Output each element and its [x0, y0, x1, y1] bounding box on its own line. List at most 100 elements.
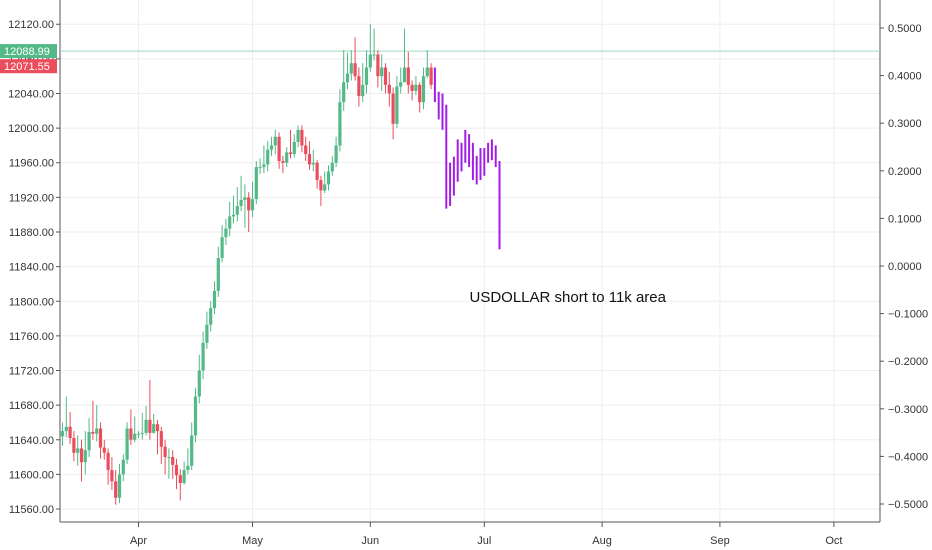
- left-tick-label: 11800.00: [9, 296, 54, 308]
- left-tick-label: 11720.00: [9, 366, 54, 378]
- candle-down: [178, 475, 182, 484]
- price-tag-box: [0, 44, 57, 59]
- candle-up: [399, 82, 403, 87]
- x-tick-label: Aug: [592, 535, 612, 547]
- candle-up: [296, 129, 300, 142]
- right-tick-label: 0.1000: [888, 213, 922, 225]
- left-tick-label: 11920.00: [9, 192, 54, 204]
- candle-up: [197, 370, 201, 397]
- left-tick-label: 11760.00: [9, 331, 54, 343]
- candle-up: [125, 428, 129, 460]
- left-tick-label: 11960.00: [9, 158, 54, 170]
- left-tick-label: 11560.00: [9, 504, 54, 516]
- candle-down: [307, 154, 312, 165]
- left-tick-label: 11600.00: [9, 469, 54, 481]
- candle-down: [72, 438, 76, 453]
- left-tick-label: 12000.00: [8, 123, 54, 135]
- candle-up: [83, 450, 87, 463]
- candle-up: [212, 290, 217, 309]
- candle-up: [372, 54, 376, 56]
- candle-down: [171, 457, 175, 465]
- candle-up: [342, 82, 346, 103]
- candle-up: [205, 324, 209, 343]
- x-tick-label: Jul: [477, 535, 491, 547]
- candle-up: [95, 428, 99, 434]
- candle-down: [106, 452, 110, 471]
- candle-down: [281, 161, 285, 163]
- candle-up: [121, 459, 125, 475]
- candle-down: [79, 448, 84, 463]
- projection-series: [433, 67, 501, 250]
- candle-down: [383, 67, 388, 85]
- candle-down: [304, 145, 308, 155]
- x-tick-label: May: [242, 535, 263, 547]
- candle-down: [353, 63, 357, 77]
- x-tick-label: Apr: [130, 535, 147, 547]
- candle-down: [387, 84, 391, 94]
- candle-up: [250, 199, 255, 211]
- candle-up: [235, 206, 239, 215]
- candle-up: [201, 342, 205, 371]
- candle-up: [64, 426, 68, 432]
- candle-up: [334, 145, 338, 163]
- candle-up: [231, 214, 236, 217]
- candle-down: [159, 431, 163, 447]
- candle-up: [228, 216, 232, 229]
- price-tags: 12088.99 12071.55: [0, 44, 57, 74]
- candle-up: [380, 67, 384, 77]
- candle-down: [148, 419, 152, 433]
- candle-up: [117, 474, 122, 498]
- candle-up: [258, 167, 262, 169]
- left-tick-label: 12120.00: [8, 19, 54, 31]
- candle-up: [285, 152, 289, 163]
- candle-up: [330, 162, 334, 172]
- price-tag-label: 12088.99: [4, 46, 50, 58]
- right-tick-label: −0.1000: [888, 309, 928, 321]
- x-axis-ticks: Apr May Jun Jul Aug Sep Oct: [130, 535, 843, 547]
- left-tick-label: 11840.00: [9, 262, 54, 274]
- candle-down: [315, 162, 319, 181]
- right-tick-label: −0.4000: [888, 451, 928, 463]
- candle-up: [186, 465, 190, 471]
- candle-down: [376, 54, 380, 77]
- candle-down: [391, 93, 395, 124]
- candle-up: [269, 145, 274, 150]
- candle-up: [421, 76, 426, 103]
- candle-down: [247, 197, 251, 211]
- candle-up: [361, 84, 365, 97]
- right-tick-label: 0.3000: [888, 118, 922, 130]
- candle-up: [220, 237, 224, 258]
- candle-up: [140, 432, 144, 434]
- candle-up: [167, 457, 171, 459]
- right-tick-label: 0.4000: [888, 71, 922, 83]
- left-axis-ticks: 12120.0012080.0012040.0012000.0011960.00…: [8, 19, 54, 516]
- candle-down: [155, 424, 160, 432]
- candle-down: [129, 428, 133, 440]
- axes: [56, 0, 884, 527]
- annotation-text: USDOLLAR short to 11k area: [470, 289, 667, 306]
- left-tick-label: 11880.00: [9, 227, 54, 239]
- left-tick-label: 11640.00: [9, 435, 54, 447]
- candle-up: [87, 431, 91, 451]
- candle-down: [68, 426, 72, 439]
- right-tick-label: 0.5000: [888, 23, 922, 35]
- candle-up: [349, 63, 353, 74]
- candle-down: [114, 481, 118, 498]
- right-tick-label: 0.0000: [888, 261, 922, 273]
- price-tag-label: 12071.55: [4, 61, 50, 73]
- right-tick-label: −0.3000: [888, 404, 928, 416]
- grid-lines: [60, 0, 880, 522]
- candle-up: [254, 167, 258, 200]
- candle-up: [326, 171, 331, 185]
- candle-up: [239, 199, 243, 207]
- candle-up: [182, 470, 186, 484]
- right-tick-label: −0.5000: [888, 499, 928, 511]
- candle-up: [345, 73, 350, 83]
- annotations: USDOLLAR short to 11k area: [470, 289, 667, 306]
- candle-down: [91, 431, 95, 434]
- candle-down: [163, 446, 167, 458]
- candle-down: [98, 428, 103, 448]
- candle-up: [144, 419, 148, 433]
